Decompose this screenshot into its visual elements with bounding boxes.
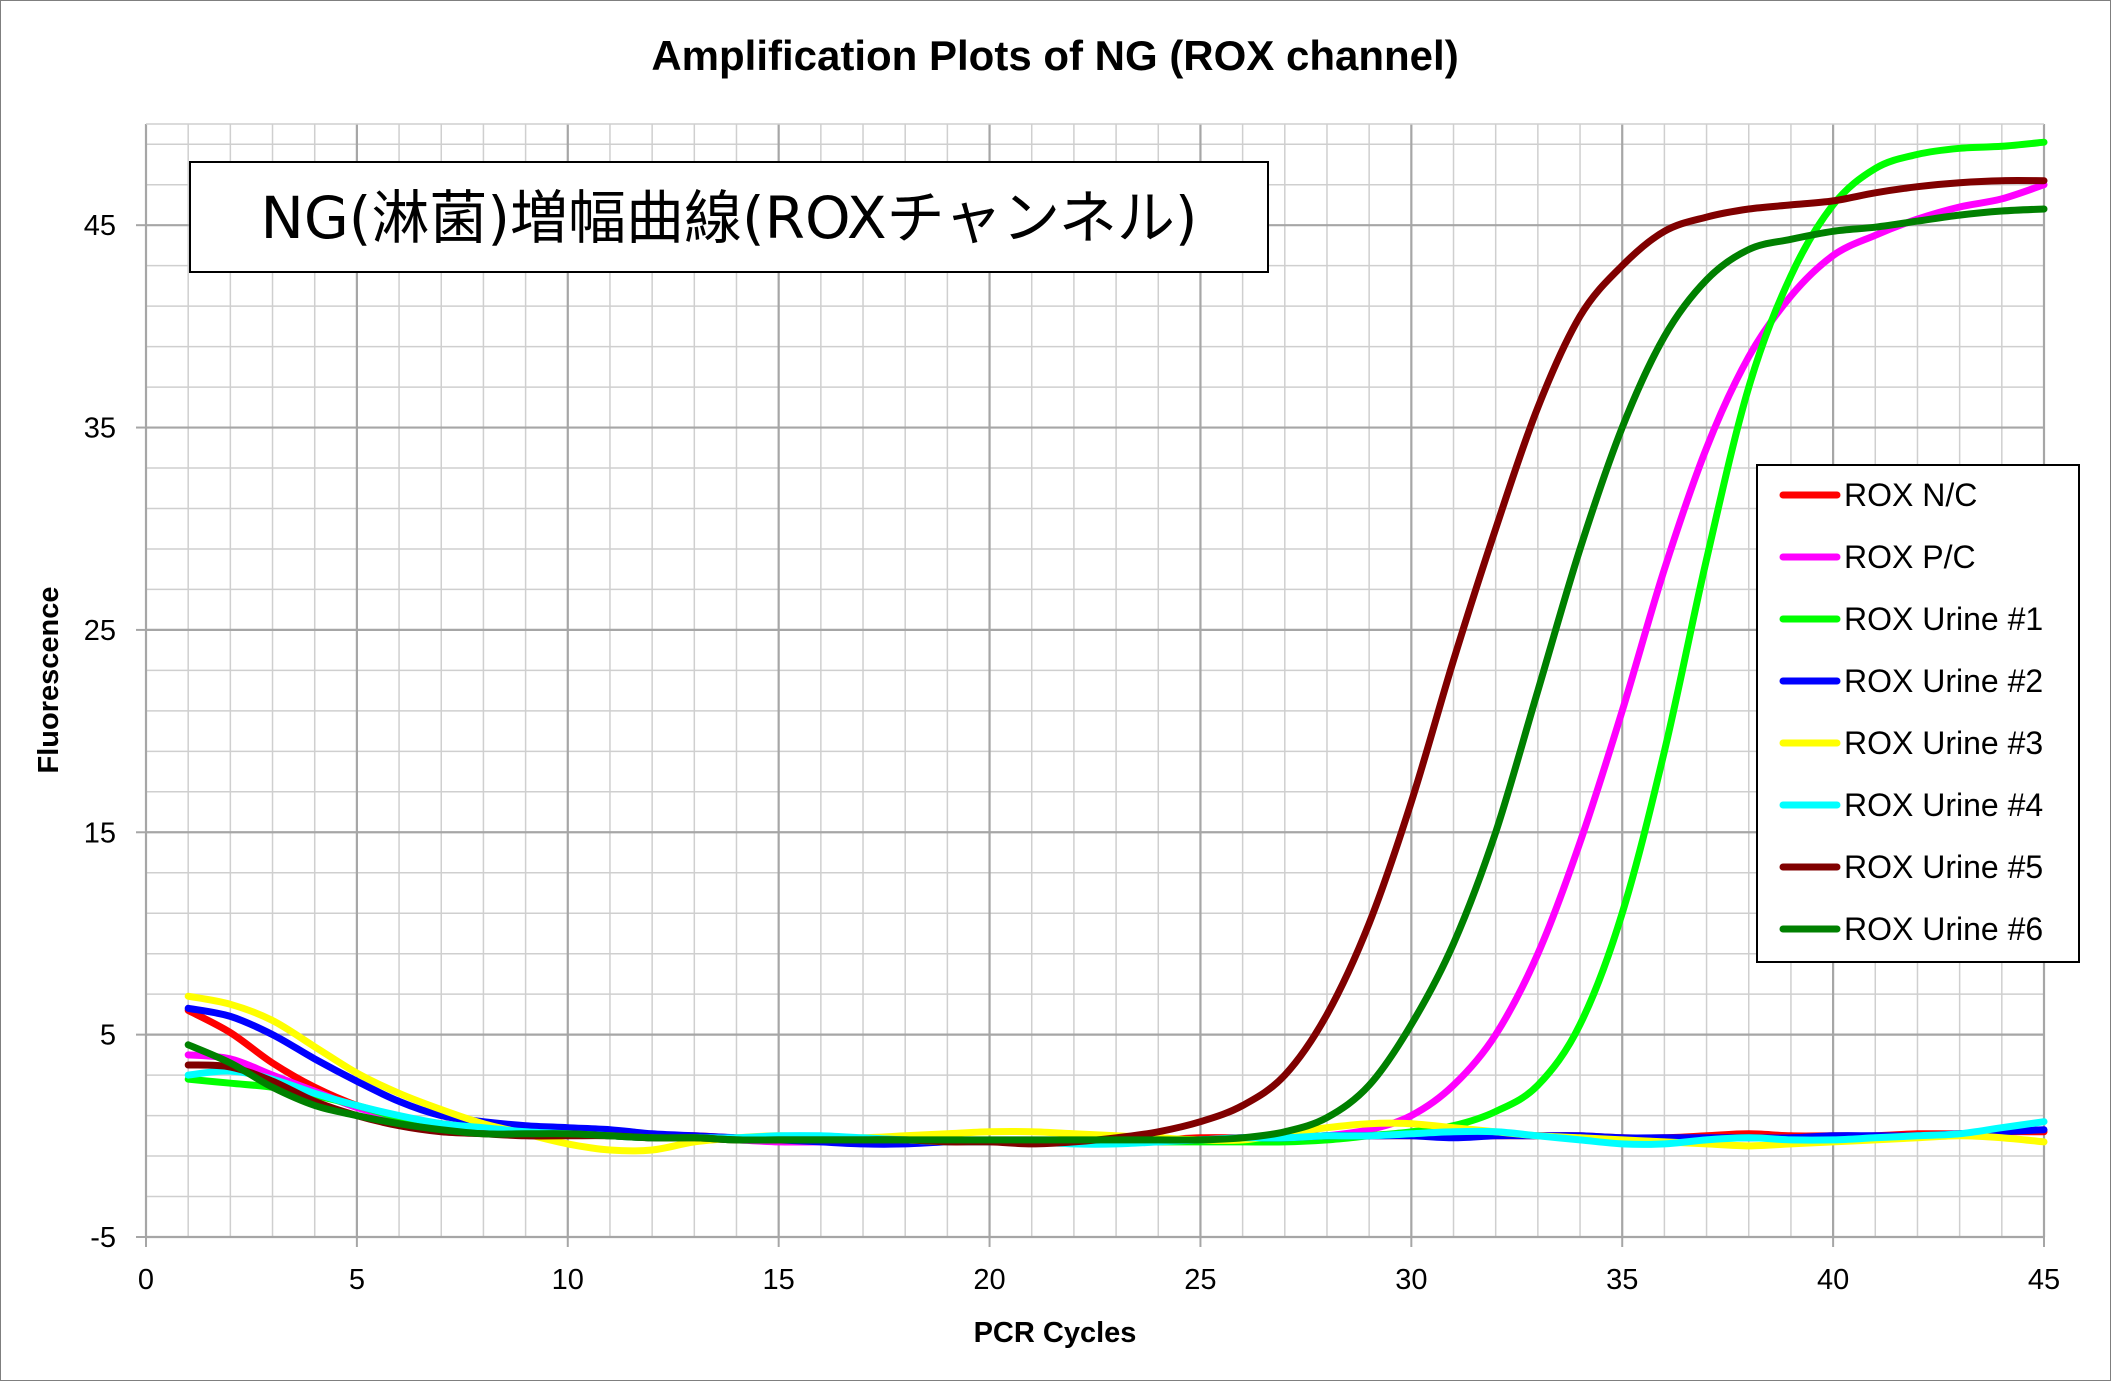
y-tick-label: 15 <box>84 817 116 849</box>
y-tick-label: 45 <box>84 210 116 242</box>
y-axis-ticks: -5 5 15 25 35 45 <box>84 210 146 1254</box>
x-tick-label: 35 <box>1606 1264 1638 1296</box>
x-tick-label: 25 <box>1184 1264 1216 1296</box>
x-axis-title: PCR Cycles <box>974 1317 1137 1349</box>
legend-entry: ROX Urine #4 <box>1844 787 2043 823</box>
y-tick-label: 35 <box>84 413 116 445</box>
legend-entry: ROX Urine #5 <box>1844 849 2043 885</box>
y-tick-label: -5 <box>90 1222 116 1254</box>
x-tick-label: 20 <box>973 1264 1005 1296</box>
x-tick-label: 0 <box>138 1264 154 1296</box>
series-line-rox-urine-4 <box>184 1067 2048 1148</box>
legend-entry: ROX Urine #2 <box>1844 663 2043 699</box>
legend-entry: ROX Urine #6 <box>1844 911 2043 947</box>
legend-entry: ROX N/C <box>1844 477 1977 513</box>
chart-title: Amplification Plots of NG (ROX channel) <box>651 32 1458 79</box>
x-tick-label: 15 <box>763 1264 795 1296</box>
y-axis-title: Fluorescence <box>33 587 65 774</box>
legend: ROX N/C ROX P/C ROX Urine #1 ROX Urine #2 RO… <box>1756 464 2080 963</box>
x-axis-ticks: 0 5 10 15 20 25 30 35 40 45 <box>138 1237 2060 1296</box>
x-tick-label: 10 <box>552 1264 584 1296</box>
legend-entry: ROX Urine #1 <box>1844 601 2043 637</box>
legend-entry: ROX P/C <box>1844 539 1976 575</box>
y-tick-label: 25 <box>84 615 116 647</box>
legend-entry: ROX Urine #3 <box>1844 725 2043 761</box>
annotation-box: NG(淋菌)増幅曲線(ROXチャンネル) <box>189 161 1269 273</box>
x-tick-label: 5 <box>349 1264 365 1296</box>
annotation-text: NG(淋菌)増幅曲線(ROXチャンネル) <box>260 184 1197 252</box>
y-tick-label: 5 <box>100 1020 116 1052</box>
series-lines <box>184 138 2048 1155</box>
series-line-rox-urine-6 <box>184 205 2048 1144</box>
x-tick-label: 45 <box>2028 1264 2060 1296</box>
x-tick-label: 40 <box>1817 1264 1849 1296</box>
x-tick-label: 30 <box>1395 1264 1427 1296</box>
